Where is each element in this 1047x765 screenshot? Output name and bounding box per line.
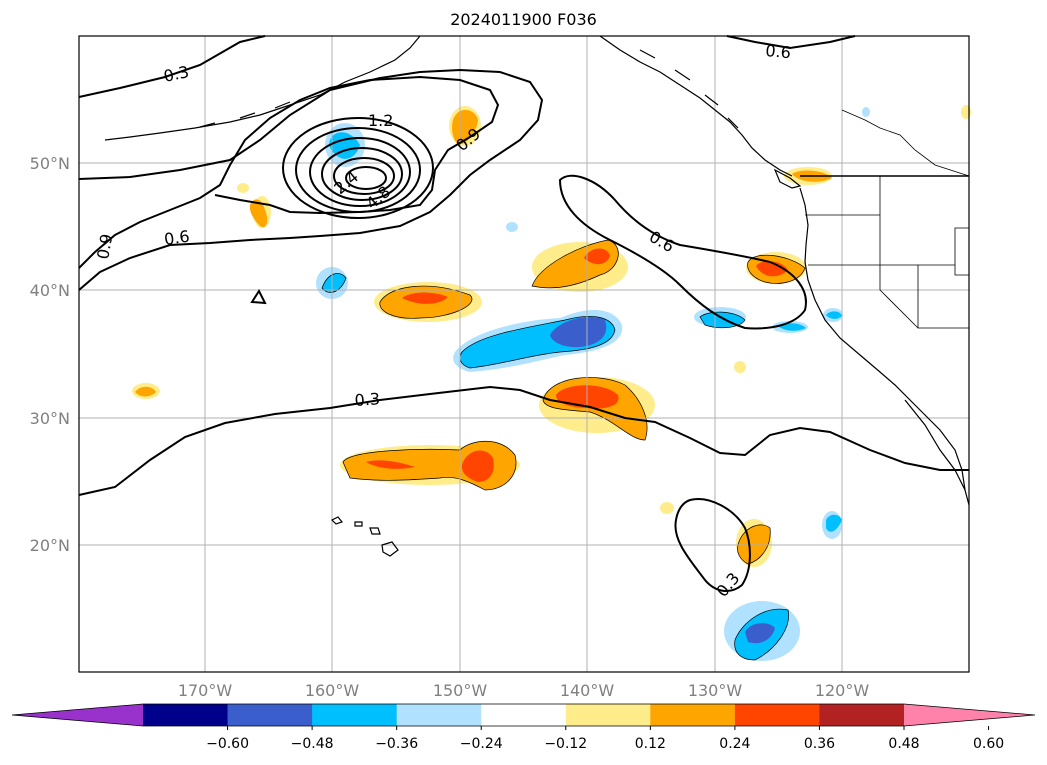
colorbar-segment	[312, 704, 398, 726]
lat-label: 50°N	[30, 154, 70, 173]
colorbar-tick-label: −0.48	[291, 736, 334, 752]
colorbar-segment	[227, 704, 313, 726]
colorbar-extension-high	[904, 704, 1035, 726]
colorbar-tick-label: 0.12	[635, 736, 666, 752]
lon-label: 170°W	[178, 681, 233, 700]
contour-label: 0.6	[163, 227, 191, 249]
colorbar-segment	[565, 704, 651, 726]
colorbar-segment	[396, 704, 482, 726]
colorbar-extension-low	[12, 704, 143, 726]
contour-label: 0.3	[354, 389, 381, 410]
lat-label: 20°N	[30, 536, 70, 555]
colorbar-segment	[819, 704, 905, 726]
graticule	[79, 36, 969, 672]
contour-label: 0.9	[93, 232, 116, 260]
colorbar-tick-label: 0.24	[719, 736, 750, 752]
lat-label: 30°N	[30, 409, 70, 428]
colorbar-segment	[143, 704, 229, 726]
colorbar-tick-label: −0.12	[544, 736, 587, 752]
map-title: 2024011900 F036	[450, 10, 597, 29]
lon-label: 120°W	[815, 681, 870, 700]
latitude-labels: 50°N 40°N 30°N 20°N	[30, 154, 70, 555]
colorbar-segment	[481, 704, 567, 726]
colorbar-tick-label: −0.60	[206, 736, 249, 752]
colorbar-tick-label: 0.48	[888, 736, 919, 752]
colorbar-segment	[650, 704, 736, 726]
lon-label: 150°W	[433, 681, 488, 700]
colorbar-tick-label: 0.60	[973, 736, 1004, 752]
colorbar-outline	[11, 703, 1036, 727]
contour-label: 1.2	[368, 111, 393, 130]
shaded-fields	[132, 105, 971, 661]
colorbar-tick-label: −0.24	[460, 736, 503, 752]
plot-frame	[78, 35, 970, 673]
lon-label: 160°W	[305, 681, 360, 700]
colorbar: −0.60 −0.48 −0.36 −0.24 −0.12 0.12 0.24 0.36 0.4…	[11, 703, 1036, 752]
longitude-labels: 170°W 160°W 150°W 140°W 130°W 120°W	[178, 681, 870, 700]
colorbar-tick-label: 0.36	[804, 736, 835, 752]
colorbar-segment	[734, 704, 820, 726]
lat-label: 40°N	[30, 281, 70, 300]
contour-lines	[78, 35, 969, 592]
contour-label: 0.3	[162, 62, 191, 86]
lon-label: 140°W	[560, 681, 615, 700]
colorbar-tick-label: −0.36	[375, 736, 418, 752]
lon-label: 130°W	[688, 681, 743, 700]
contour-label: 0.6	[765, 41, 792, 62]
